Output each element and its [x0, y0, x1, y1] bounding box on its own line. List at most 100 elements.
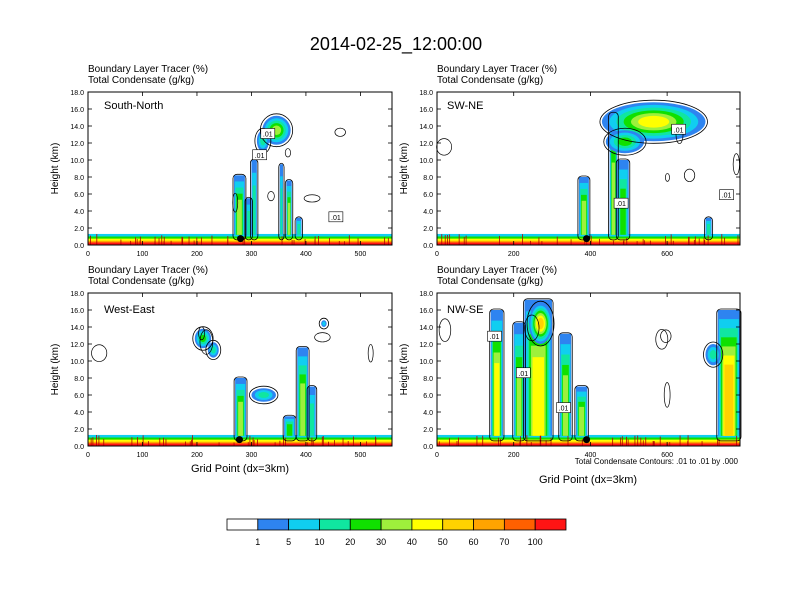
y-tick-label: 4.0 — [74, 209, 84, 216]
condensate-contour — [295, 345, 310, 442]
contour-label-box — [671, 123, 686, 135]
tracer-cloud-cell — [617, 137, 633, 146]
y-tick-label: 16.0 — [419, 308, 433, 315]
panel-caption-line1: Boundary Layer Tracer (%) — [437, 64, 557, 75]
y-axis: 0.0 2.0 4.0 6.0 8.0 10.0 12.0 14.0 16.0 18.0 — [419, 291, 740, 451]
y-tick-label: 4.0 — [74, 410, 84, 417]
y-tick-label: 18.0 — [70, 291, 84, 298]
panel-caption-line2: Total Condensate (g/kg) — [437, 75, 543, 86]
condensate-contour — [205, 339, 222, 361]
colorbar-swatch — [380, 518, 413, 531]
colorbar-level-label: 40 — [407, 537, 417, 547]
condensate-contour — [489, 308, 505, 442]
x-tick-label: 100 — [137, 452, 149, 459]
x-tick-label: 200 — [191, 452, 203, 459]
condensate-contour — [438, 318, 452, 342]
y-tick-label: 2.0 — [74, 226, 84, 233]
y-tick-label: 0.0 — [74, 444, 84, 451]
panel-label: NW-SE — [447, 304, 483, 316]
tracer-plume-cell — [238, 401, 243, 436]
y-tick-label: 8.0 — [423, 376, 433, 383]
colorbar: 1 5 10 20 30 40 50 60 70 100 — [226, 518, 567, 547]
y-tick-label: 10.0 — [70, 158, 84, 165]
condensate-contour — [267, 191, 275, 202]
panel-west-east: Boundary Layer Tracer (%) Total Condensa… — [50, 265, 393, 475]
y-tick-label: 2.0 — [423, 427, 433, 434]
colorbar-swatch — [257, 518, 290, 531]
panel-south-north: Boundary Layer Tracer (%) Total Condensa… — [50, 64, 393, 258]
x-axis-label: Grid Point (dx=3km) — [191, 463, 289, 475]
boundary-layer-band — [88, 443, 392, 446]
y-tick-label: 16.0 — [70, 107, 84, 114]
colorbar-level-label: 10 — [314, 537, 324, 547]
y-tick-label: 4.0 — [423, 209, 433, 216]
y-tick-label: 12.0 — [70, 342, 84, 349]
panel-caption-line1: Boundary Layer Tracer (%) — [88, 64, 208, 75]
tracer-plume-cell — [309, 403, 314, 436]
colorbar-swatch — [288, 518, 320, 531]
colorbar-swatch — [442, 518, 474, 531]
condensate-contour — [284, 148, 291, 158]
contour-label-box — [613, 197, 629, 209]
tracer-plume-cell — [620, 188, 626, 235]
tracer-plume-cell — [287, 202, 291, 235]
condensate-contour — [284, 178, 294, 241]
y-tick-label: 2.0 — [423, 226, 433, 233]
y-tick-label: 8.0 — [74, 175, 84, 182]
colorbar-swatch — [534, 518, 567, 531]
data-layer: .01 .01 .01 — [436, 99, 740, 245]
colorbar-level-label: 1 — [255, 537, 260, 547]
data-layer: .01 .01 .01 — [437, 298, 742, 446]
y-axis-label: Height (km) — [50, 344, 61, 396]
tracer-plume-cell — [611, 162, 616, 235]
y-tick-label: 10.0 — [70, 359, 84, 366]
x-axis: 0 200 400 600 — [435, 92, 673, 258]
panel-caption-line2: Total Condensate (g/kg) — [88, 75, 194, 86]
condensate-contour — [198, 326, 206, 341]
contour-label: .01 — [559, 406, 569, 413]
panel-sw-ne: Boundary Layer Tracer (%) Total Condensa… — [399, 64, 741, 258]
condensate-contour — [665, 173, 670, 182]
y-tick-label: 16.0 — [419, 107, 433, 114]
panel-label: South-North — [104, 100, 163, 112]
colorbar-swatch — [319, 518, 351, 531]
tracer-plume-cell — [247, 211, 251, 235]
y-tick-label: 0.0 — [423, 444, 433, 451]
tracer-plume-cell — [237, 199, 242, 235]
contour-note: Total Condensate Contours: .01 to .01 by… — [575, 457, 739, 466]
x-tick-label: 200 — [508, 251, 520, 258]
x-tick-label: 0 — [86, 452, 90, 459]
y-axis-label: Height (km) — [50, 143, 61, 195]
boundary-layer-band — [437, 242, 740, 245]
y-tick-label: 6.0 — [74, 393, 84, 400]
condensate-contour — [303, 194, 321, 203]
contour-label: .01 — [722, 193, 732, 200]
contour-label-box — [515, 367, 531, 379]
condensate-contour — [334, 127, 346, 137]
y-tick-label: 14.0 — [70, 124, 84, 131]
tracer-plume-cell — [252, 185, 256, 235]
contour-label-box — [556, 402, 571, 413]
panel-label: SW-NE — [447, 100, 483, 112]
y-tick-label: 12.0 — [419, 141, 433, 148]
y-tick-label: 6.0 — [74, 192, 84, 199]
condensate-contour — [683, 168, 696, 182]
colorbar-swatch — [411, 518, 444, 531]
condensate-contour — [199, 329, 214, 355]
y-axis: 0.0 2.0 4.0 6.0 8.0 10.0 12.0 14.0 16.0 18.0 — [419, 90, 740, 250]
plot-frame — [87, 91, 393, 246]
colorbar-level-label: 60 — [469, 537, 479, 547]
x-axis: 0 100 200 300 400 500 — [86, 92, 366, 258]
condensate-contour — [294, 216, 303, 241]
colorbar-swatch — [503, 518, 536, 531]
tracer-plume-cell — [494, 363, 500, 436]
y-tick-label: 8.0 — [423, 175, 433, 182]
condensate-contour — [608, 111, 619, 241]
y-tick-label: 14.0 — [419, 325, 433, 332]
y-tick-label: 0.0 — [423, 243, 433, 250]
x-tick-label: 500 — [355, 251, 367, 258]
tracer-plume-cell — [300, 383, 306, 436]
condensate-contour — [663, 382, 671, 408]
condensate-contour — [524, 314, 540, 342]
